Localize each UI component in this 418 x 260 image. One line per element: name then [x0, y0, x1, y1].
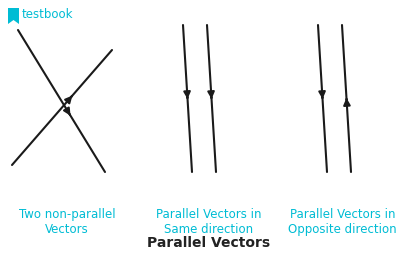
- Text: testbook: testbook: [22, 9, 74, 22]
- Text: Parallel Vectors in
Opposite direction: Parallel Vectors in Opposite direction: [288, 208, 397, 236]
- Text: Parallel Vectors in
Same direction: Parallel Vectors in Same direction: [156, 208, 262, 236]
- Text: Parallel Vectors: Parallel Vectors: [148, 236, 270, 250]
- Text: Two non-parallel
Vectors: Two non-parallel Vectors: [18, 208, 115, 236]
- Polygon shape: [8, 8, 19, 24]
